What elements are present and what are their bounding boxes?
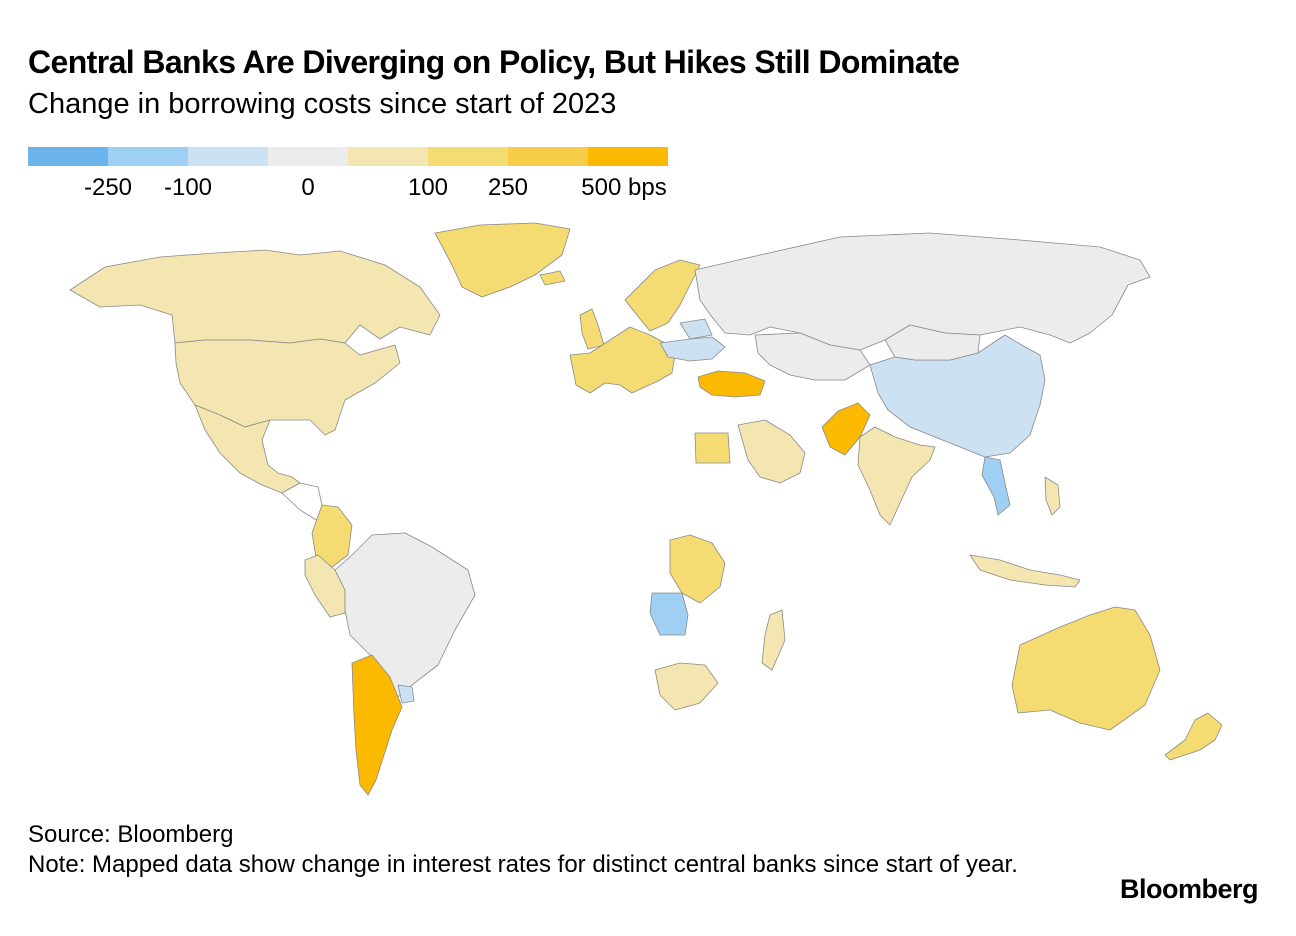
bloomberg-logo: Bloomberg (1119, 874, 1259, 904)
region-peru: Peru (304, 554, 346, 618)
legend-label-500: 500 bps (581, 174, 667, 201)
region-greenland: Greenland (434, 222, 571, 298)
source-note: Source: Bloomberg (28, 821, 234, 848)
legend-label-minus-100: -100 (163, 174, 213, 201)
region-canada: Canada (69, 249, 441, 344)
region-scandinavia: Scandinavia (624, 259, 701, 332)
world-map: CanadaUnited StatesMexicoCentral America… (0, 215, 1296, 815)
legend-swatch-1 (108, 147, 188, 166)
region-iceland: Iceland (539, 270, 566, 286)
region-brazil: Brazil (334, 532, 476, 698)
legend-swatch-3 (268, 147, 348, 166)
region-saudi-arabia: Saudi Arabia (737, 419, 806, 484)
legend-swatch-2 (188, 147, 268, 166)
legend-color-scale (28, 147, 668, 166)
footer: Source: Bloomberg Note: Mapped data show… (28, 820, 1028, 880)
region-south-africa: South Africa (654, 662, 719, 711)
region-philippines: Philippines (1044, 476, 1061, 516)
region-uruguay: Uruguay (397, 684, 415, 704)
region-india: India (857, 426, 936, 526)
legend-label-100: 100 (407, 174, 449, 201)
world-map-svg: CanadaUnited StatesMexicoCentral America… (69, 222, 1223, 796)
region-egypt: Egypt (694, 432, 731, 464)
legend-label-250: 250 (487, 174, 529, 201)
region-kazakhstan: Kazakhstan (754, 332, 871, 381)
chart-subtitle: Change in borrowing costs since start of… (28, 88, 617, 120)
legend-swatch-7 (588, 147, 668, 166)
region-argentina: Argentina (351, 654, 403, 796)
region-euro-area: Euro Area (569, 326, 676, 394)
region-madagascar: Madagascar (761, 609, 786, 671)
region-angola: Angola (649, 592, 689, 636)
region-ukraine: Ukraine (659, 336, 726, 362)
region-new-zealand: New Zealand (1164, 712, 1223, 761)
region-turkey: Turkey (697, 370, 766, 398)
region-belarus: Belarus (679, 318, 713, 340)
legend-label-minus-250: -250 (83, 174, 133, 201)
region-mexico: Mexico (194, 404, 301, 494)
legend-swatch-4 (348, 147, 428, 166)
region-pakistan: Pakistan (821, 402, 871, 456)
region-dr-congo: DR Congo (669, 534, 726, 604)
region-russia: Russia (694, 232, 1151, 351)
data-note: Note: Mapped data show change in interes… (28, 851, 1018, 878)
chart-title: Central Banks Are Diverging on Policy, B… (28, 44, 960, 80)
region-australia: Australia (1011, 606, 1161, 731)
region-united-kingdom: United Kingdom (579, 308, 605, 350)
region-indonesia: Indonesia (969, 554, 1081, 588)
legend-swatch-5 (428, 147, 508, 166)
region-mongolia: Mongolia (884, 324, 981, 361)
legend-label-zero: 0 (301, 174, 315, 201)
legend-labels: -250 -100 0 100 250 500 bps (0, 172, 700, 206)
legend-swatch-6 (508, 147, 588, 166)
region-vietnam: Vietnam (981, 456, 1011, 516)
legend-swatch-0 (28, 147, 108, 166)
region-colombia: Colombia (311, 504, 353, 568)
